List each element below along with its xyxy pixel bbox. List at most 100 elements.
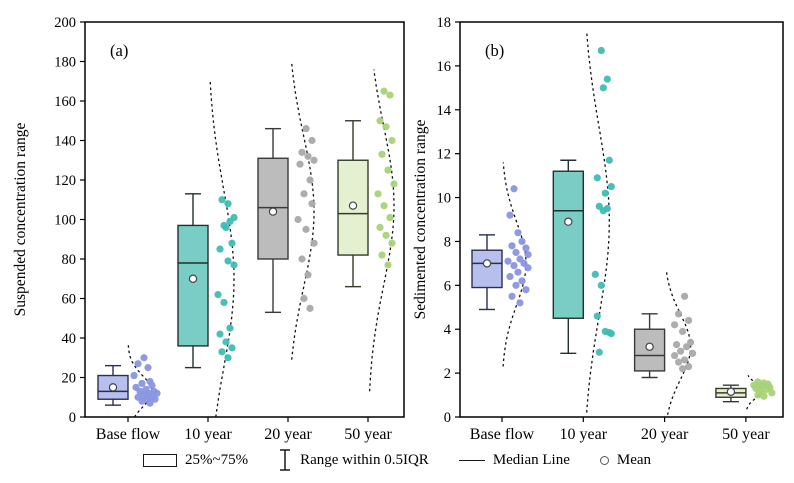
box-group-base-flow bbox=[97, 343, 161, 418]
data-point bbox=[382, 231, 390, 239]
x-tick-label: 20 year bbox=[264, 426, 312, 443]
data-point bbox=[754, 391, 762, 399]
y-tick-label: 12 bbox=[437, 147, 452, 163]
y-axis-title: Sedimented concentration range bbox=[412, 120, 429, 320]
data-point bbox=[380, 87, 388, 95]
y-tick-label: 60 bbox=[62, 292, 77, 308]
data-point bbox=[762, 385, 770, 394]
data-point bbox=[593, 174, 601, 182]
data-point bbox=[380, 202, 388, 210]
data-point bbox=[524, 264, 532, 272]
data-point bbox=[675, 358, 683, 366]
iqr-box bbox=[552, 170, 584, 319]
data-point bbox=[685, 316, 693, 325]
box-group-50-year bbox=[715, 374, 776, 410]
y-tick-label: 0 bbox=[69, 410, 76, 426]
data-point bbox=[300, 294, 308, 303]
x-tick-label: Base flow bbox=[470, 426, 535, 443]
data-point bbox=[302, 225, 310, 233]
legend-label: 25%~75% bbox=[184, 451, 249, 468]
data-point bbox=[308, 136, 316, 145]
data-point bbox=[306, 176, 314, 184]
data-point bbox=[512, 248, 520, 257]
data-point bbox=[151, 395, 159, 403]
y-tick-label: 16 bbox=[437, 59, 452, 75]
data-point bbox=[671, 351, 679, 360]
data-point bbox=[512, 281, 520, 289]
data-point bbox=[603, 75, 611, 83]
data-point bbox=[597, 281, 605, 289]
y-tick-label: 180 bbox=[54, 55, 76, 71]
data-point bbox=[310, 156, 318, 164]
x-tick-label: 50 year bbox=[344, 426, 392, 443]
data-point bbox=[138, 397, 146, 405]
y-axis-title: Suspended concentration range bbox=[12, 123, 29, 317]
panel-b: 0 2 4 6 8 10 12 14 16 18 Sedimented concentration … bbox=[412, 15, 784, 443]
data-point bbox=[679, 327, 687, 336]
box-group-20-year bbox=[633, 269, 697, 415]
data-point bbox=[605, 156, 613, 164]
mean-marker bbox=[482, 259, 492, 268]
data-point bbox=[599, 84, 607, 92]
data-point bbox=[508, 242, 516, 250]
y-tick-label: 20 bbox=[62, 371, 77, 387]
data-point bbox=[306, 304, 314, 312]
data-point bbox=[607, 330, 615, 338]
data-point bbox=[310, 239, 318, 247]
data-point bbox=[518, 277, 526, 285]
x-tick-label: 50 year bbox=[722, 426, 770, 443]
legend-item-mean: Mean bbox=[599, 451, 652, 469]
y-tick-label: 100 bbox=[54, 213, 76, 229]
data-point bbox=[607, 182, 615, 191]
data-point bbox=[504, 257, 512, 265]
data-point bbox=[524, 251, 532, 259]
data-point bbox=[378, 150, 386, 158]
data-point bbox=[302, 125, 310, 133]
data-point bbox=[386, 213, 394, 222]
data-point bbox=[228, 344, 236, 352]
y-tick-label: 6 bbox=[444, 278, 451, 294]
data-point bbox=[591, 270, 599, 278]
data-point bbox=[518, 237, 526, 246]
iqr-box bbox=[177, 224, 209, 347]
data-point bbox=[595, 348, 603, 356]
data-point bbox=[384, 261, 392, 269]
distribution-curve bbox=[209, 81, 235, 418]
box-group-10-year bbox=[552, 32, 615, 413]
data-point bbox=[218, 348, 226, 356]
data-point bbox=[214, 290, 222, 299]
data-point bbox=[683, 343, 691, 351]
data-point bbox=[230, 261, 238, 269]
legend-label: Mean bbox=[616, 451, 652, 468]
y-tick-label: 140 bbox=[54, 134, 76, 150]
data-point bbox=[138, 379, 146, 388]
data-point bbox=[222, 223, 230, 231]
mean-marker bbox=[268, 207, 278, 216]
data-point bbox=[148, 381, 156, 389]
data-point bbox=[597, 46, 605, 55]
y-tick-label: 18 bbox=[437, 15, 452, 31]
data-point bbox=[226, 217, 234, 226]
box-group-10-year bbox=[177, 81, 238, 418]
legend-item-median: Median Line bbox=[458, 452, 570, 469]
data-point bbox=[224, 257, 232, 265]
mean-marker bbox=[645, 342, 654, 351]
data-point bbox=[220, 298, 228, 307]
data-point bbox=[388, 136, 396, 145]
data-point bbox=[681, 356, 689, 364]
data-point bbox=[134, 360, 142, 368]
data-point bbox=[224, 354, 232, 362]
mean-marker bbox=[726, 387, 736, 396]
data-point bbox=[144, 364, 152, 372]
box-group-50-year bbox=[337, 69, 398, 392]
x-tick-label: Base flow bbox=[96, 426, 161, 443]
y-tick-label: 8 bbox=[444, 234, 451, 250]
data-point bbox=[514, 268, 522, 276]
box-group-base-flow bbox=[471, 162, 532, 367]
data-point bbox=[760, 392, 768, 400]
x-tick-label: 20 year bbox=[641, 426, 689, 443]
data-point bbox=[599, 207, 607, 215]
data-point bbox=[218, 196, 226, 204]
data-point bbox=[140, 354, 148, 362]
data-point bbox=[308, 200, 316, 208]
